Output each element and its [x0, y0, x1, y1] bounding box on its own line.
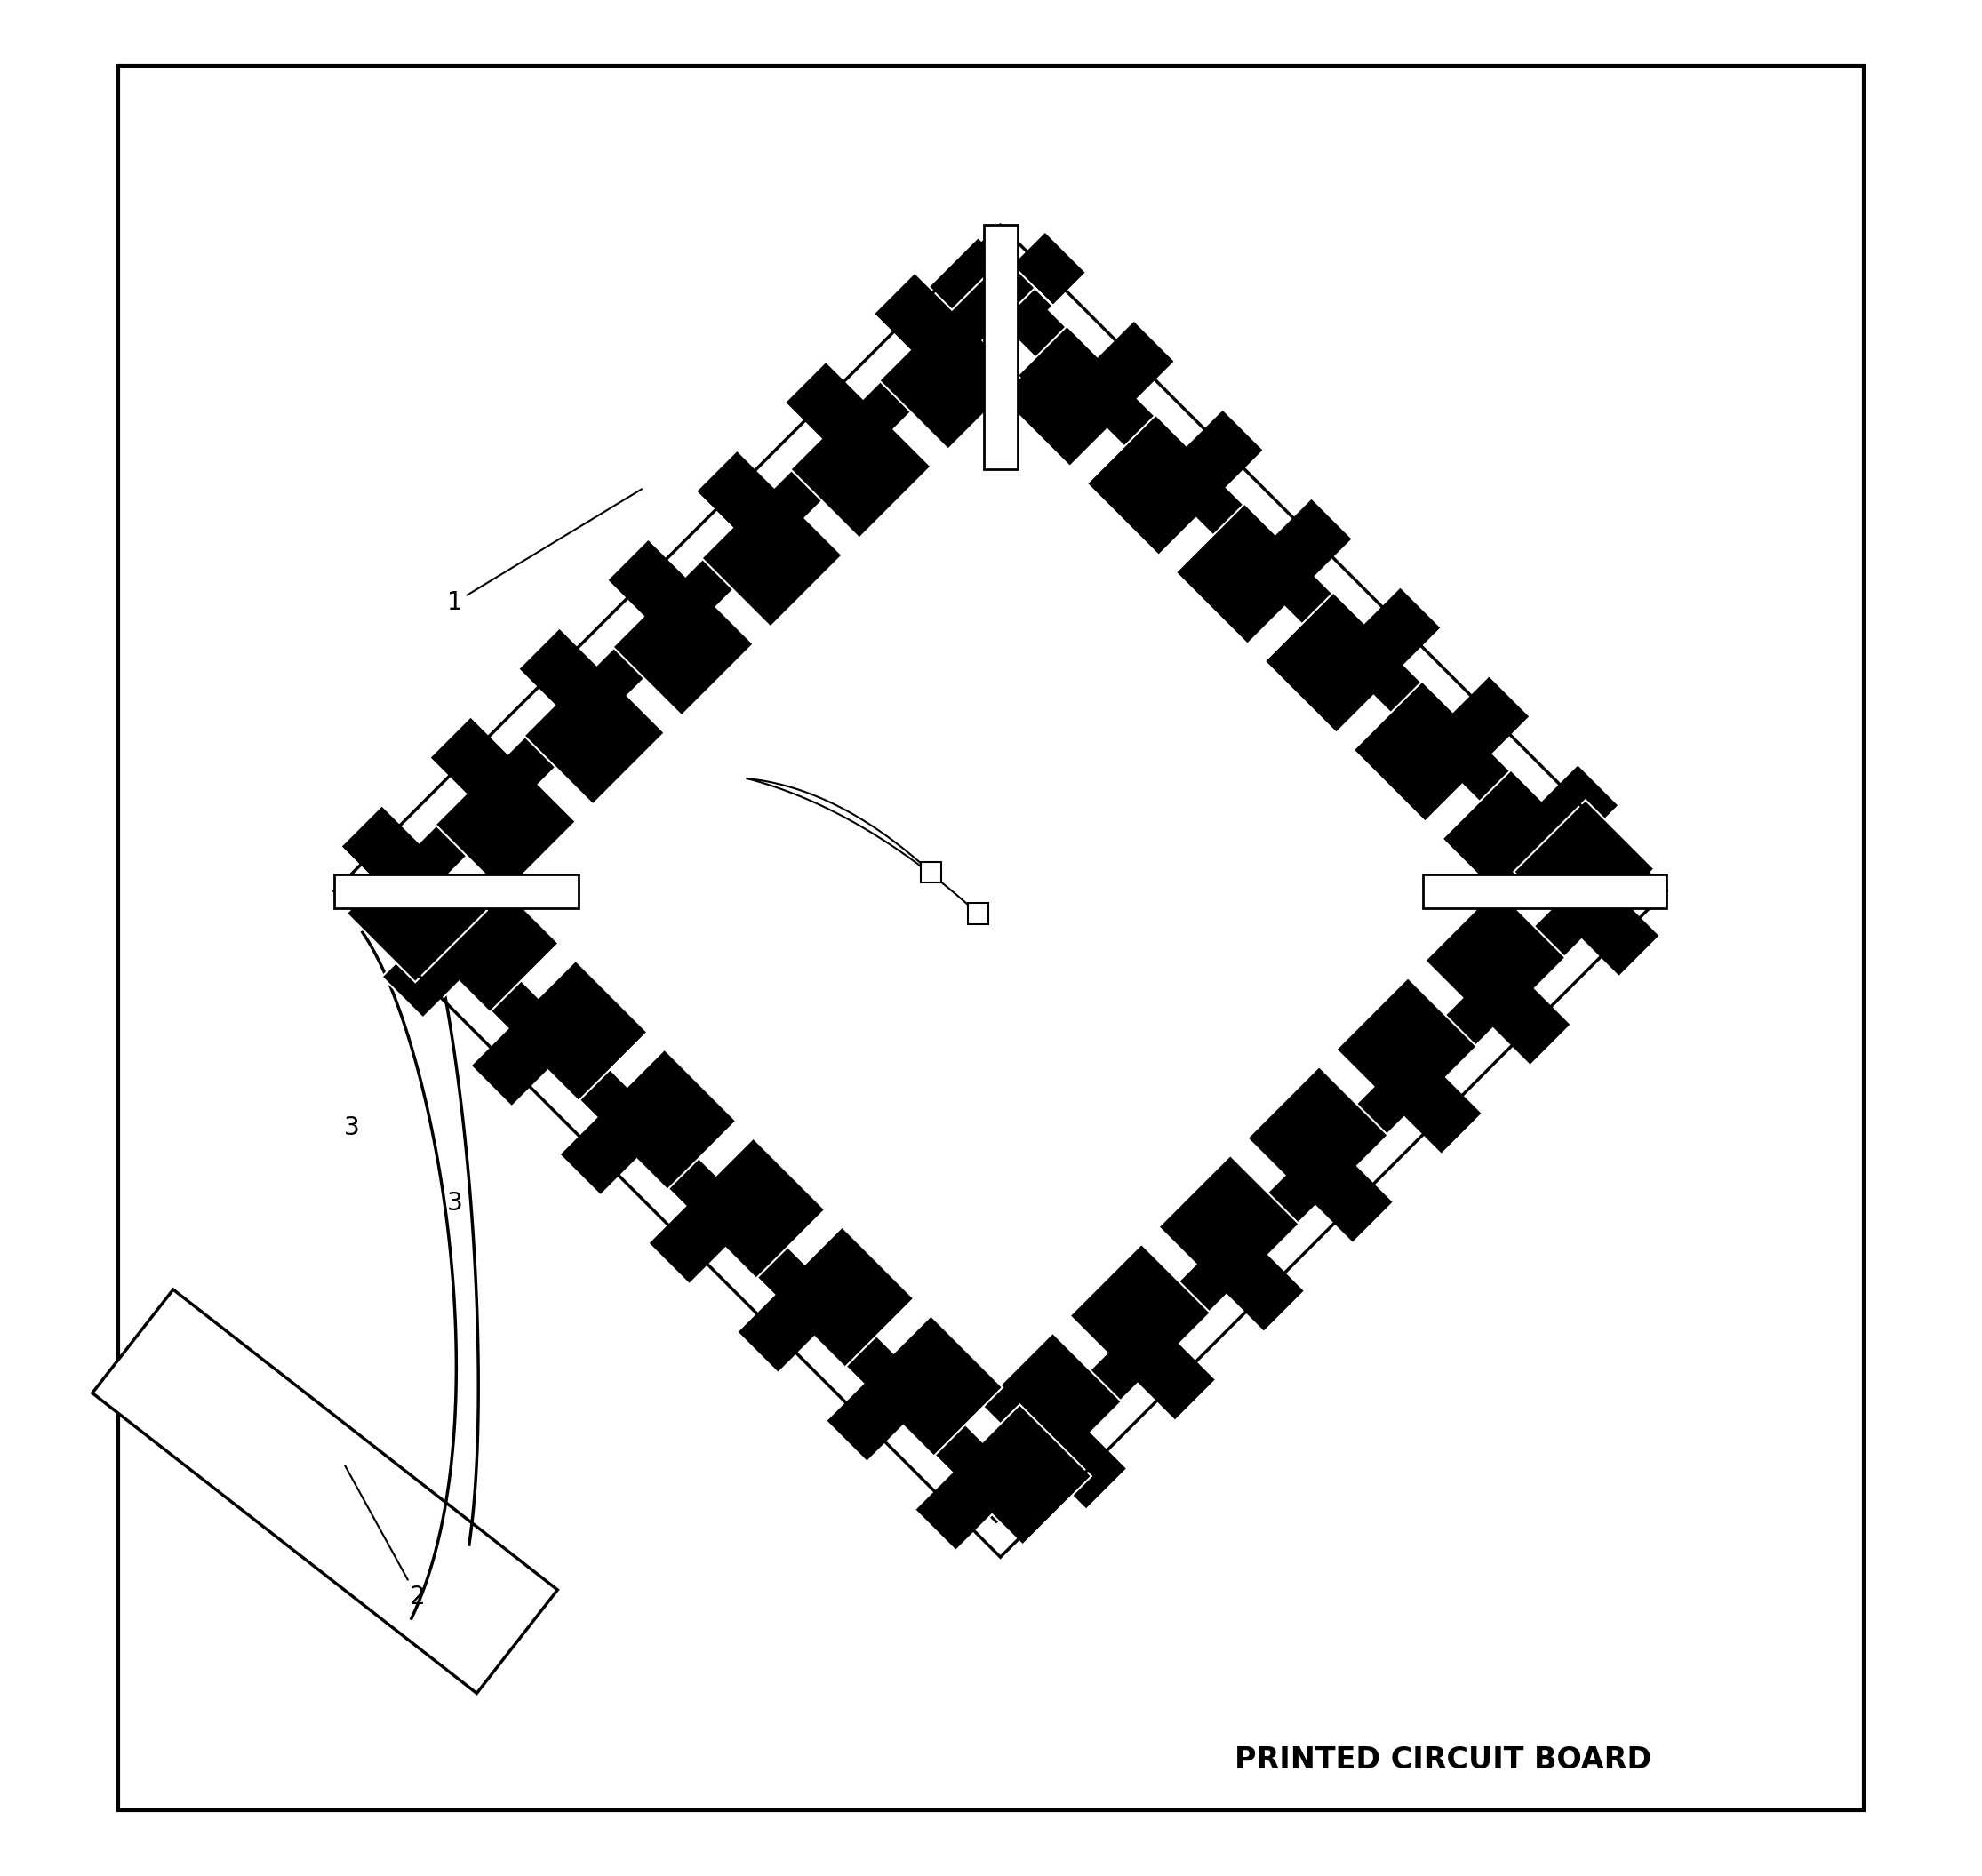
Polygon shape — [983, 274, 1243, 535]
Text: 1: 1 — [446, 490, 642, 615]
Polygon shape — [1195, 1066, 1393, 1259]
Polygon shape — [383, 647, 644, 910]
Polygon shape — [402, 893, 664, 1154]
Text: 2: 2 — [345, 1465, 424, 1610]
Text: 3: 3 — [343, 1116, 359, 1141]
Polygon shape — [900, 1353, 1092, 1551]
Polygon shape — [785, 347, 983, 538]
Polygon shape — [1284, 977, 1483, 1169]
Polygon shape — [581, 1069, 840, 1330]
Polygon shape — [335, 225, 1667, 1557]
Polygon shape — [928, 1332, 1128, 1525]
Polygon shape — [696, 435, 894, 627]
Polygon shape — [874, 257, 1072, 450]
Polygon shape — [1372, 889, 1572, 1081]
Polygon shape — [846, 1336, 1108, 1596]
Polygon shape — [492, 981, 751, 1242]
Polygon shape — [910, 231, 1102, 430]
Polygon shape — [1175, 497, 1368, 696]
Polygon shape — [668, 1159, 930, 1420]
Polygon shape — [293, 737, 555, 998]
Polygon shape — [1461, 799, 1661, 992]
Polygon shape — [1017, 1244, 1217, 1435]
Polygon shape — [456, 908, 648, 1107]
Polygon shape — [606, 523, 807, 717]
Polygon shape — [983, 225, 1017, 469]
Polygon shape — [650, 381, 910, 643]
Polygon shape — [1445, 784, 1707, 1045]
Polygon shape — [894, 186, 1156, 446]
Polygon shape — [999, 321, 1189, 520]
Polygon shape — [313, 803, 575, 1064]
Polygon shape — [1268, 962, 1528, 1223]
Polygon shape — [1070, 362, 1332, 623]
Polygon shape — [1086, 409, 1278, 608]
Polygon shape — [721, 1174, 914, 1373]
Polygon shape — [912, 1317, 1173, 1578]
Polygon shape — [632, 1086, 825, 1285]
Polygon shape — [1179, 1051, 1441, 1311]
Polygon shape — [93, 1289, 557, 1694]
Polygon shape — [472, 559, 733, 820]
Polygon shape — [561, 471, 823, 732]
Polygon shape — [1090, 1139, 1352, 1401]
Polygon shape — [1249, 540, 1510, 801]
Polygon shape — [335, 874, 579, 908]
Polygon shape — [1001, 1229, 1263, 1490]
Polygon shape — [1106, 1156, 1304, 1347]
Bar — [967, 902, 989, 923]
Polygon shape — [1338, 628, 1599, 889]
Polygon shape — [739, 293, 999, 553]
Polygon shape — [430, 702, 628, 893]
Polygon shape — [1443, 764, 1635, 962]
Polygon shape — [519, 613, 717, 805]
Polygon shape — [1159, 452, 1421, 713]
Polygon shape — [811, 1263, 1003, 1461]
Polygon shape — [367, 820, 559, 1019]
Polygon shape — [545, 996, 735, 1195]
Polygon shape — [826, 204, 1088, 465]
Polygon shape — [1356, 872, 1617, 1135]
Text: PRINTED CIRCUIT BOARD: PRINTED CIRCUIT BOARD — [1235, 1745, 1651, 1775]
Polygon shape — [341, 790, 539, 983]
Bar — [922, 861, 941, 882]
Polygon shape — [1423, 874, 1667, 908]
Text: 3: 3 — [446, 1191, 462, 1216]
Polygon shape — [1427, 719, 1687, 979]
Polygon shape — [1265, 587, 1457, 786]
Polygon shape — [757, 1248, 1019, 1508]
Polygon shape — [1354, 675, 1546, 874]
